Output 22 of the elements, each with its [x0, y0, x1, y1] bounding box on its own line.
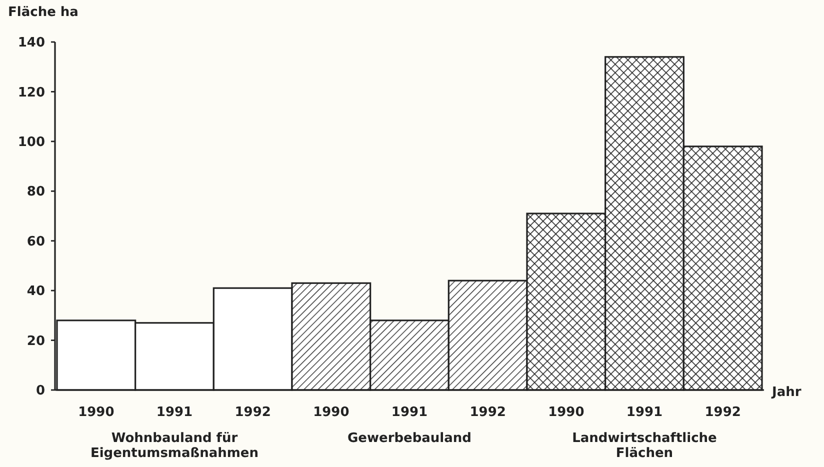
- y-axis-title: Fläche ha: [8, 5, 78, 20]
- x-tick-label: 1991: [156, 405, 193, 420]
- x-tick-label: 1991: [626, 405, 663, 420]
- text: Gewerbebauland: [348, 431, 472, 446]
- y-tick-label: 0: [36, 384, 45, 399]
- y-tick-label: 140: [18, 36, 45, 51]
- y-tick-label: 60: [26, 234, 45, 250]
- x-tick-label: 1992: [234, 405, 271, 420]
- y-tick-label: 120: [18, 85, 45, 100]
- y-tick-label: 20: [26, 334, 45, 349]
- x-tick-label: 1992: [470, 405, 506, 420]
- x-tick-label: 1990: [313, 405, 350, 420]
- x-tick-label: 1992: [704, 405, 741, 420]
- text: Landwirtschaftliche Flächen: [572, 431, 718, 461]
- x-tick-label: 1991: [391, 405, 428, 420]
- y-tick-label: 80: [26, 184, 45, 200]
- x-tick-label: 1990: [548, 405, 584, 420]
- text: Wohnbauland für Eigentumsmaßnahmen: [90, 431, 259, 461]
- x-tick-label: 1990: [78, 405, 114, 420]
- y-tick-label: 40: [26, 284, 45, 300]
- y-tick-label: 100: [18, 134, 45, 150]
- x-axis-title: Jahr: [771, 385, 802, 400]
